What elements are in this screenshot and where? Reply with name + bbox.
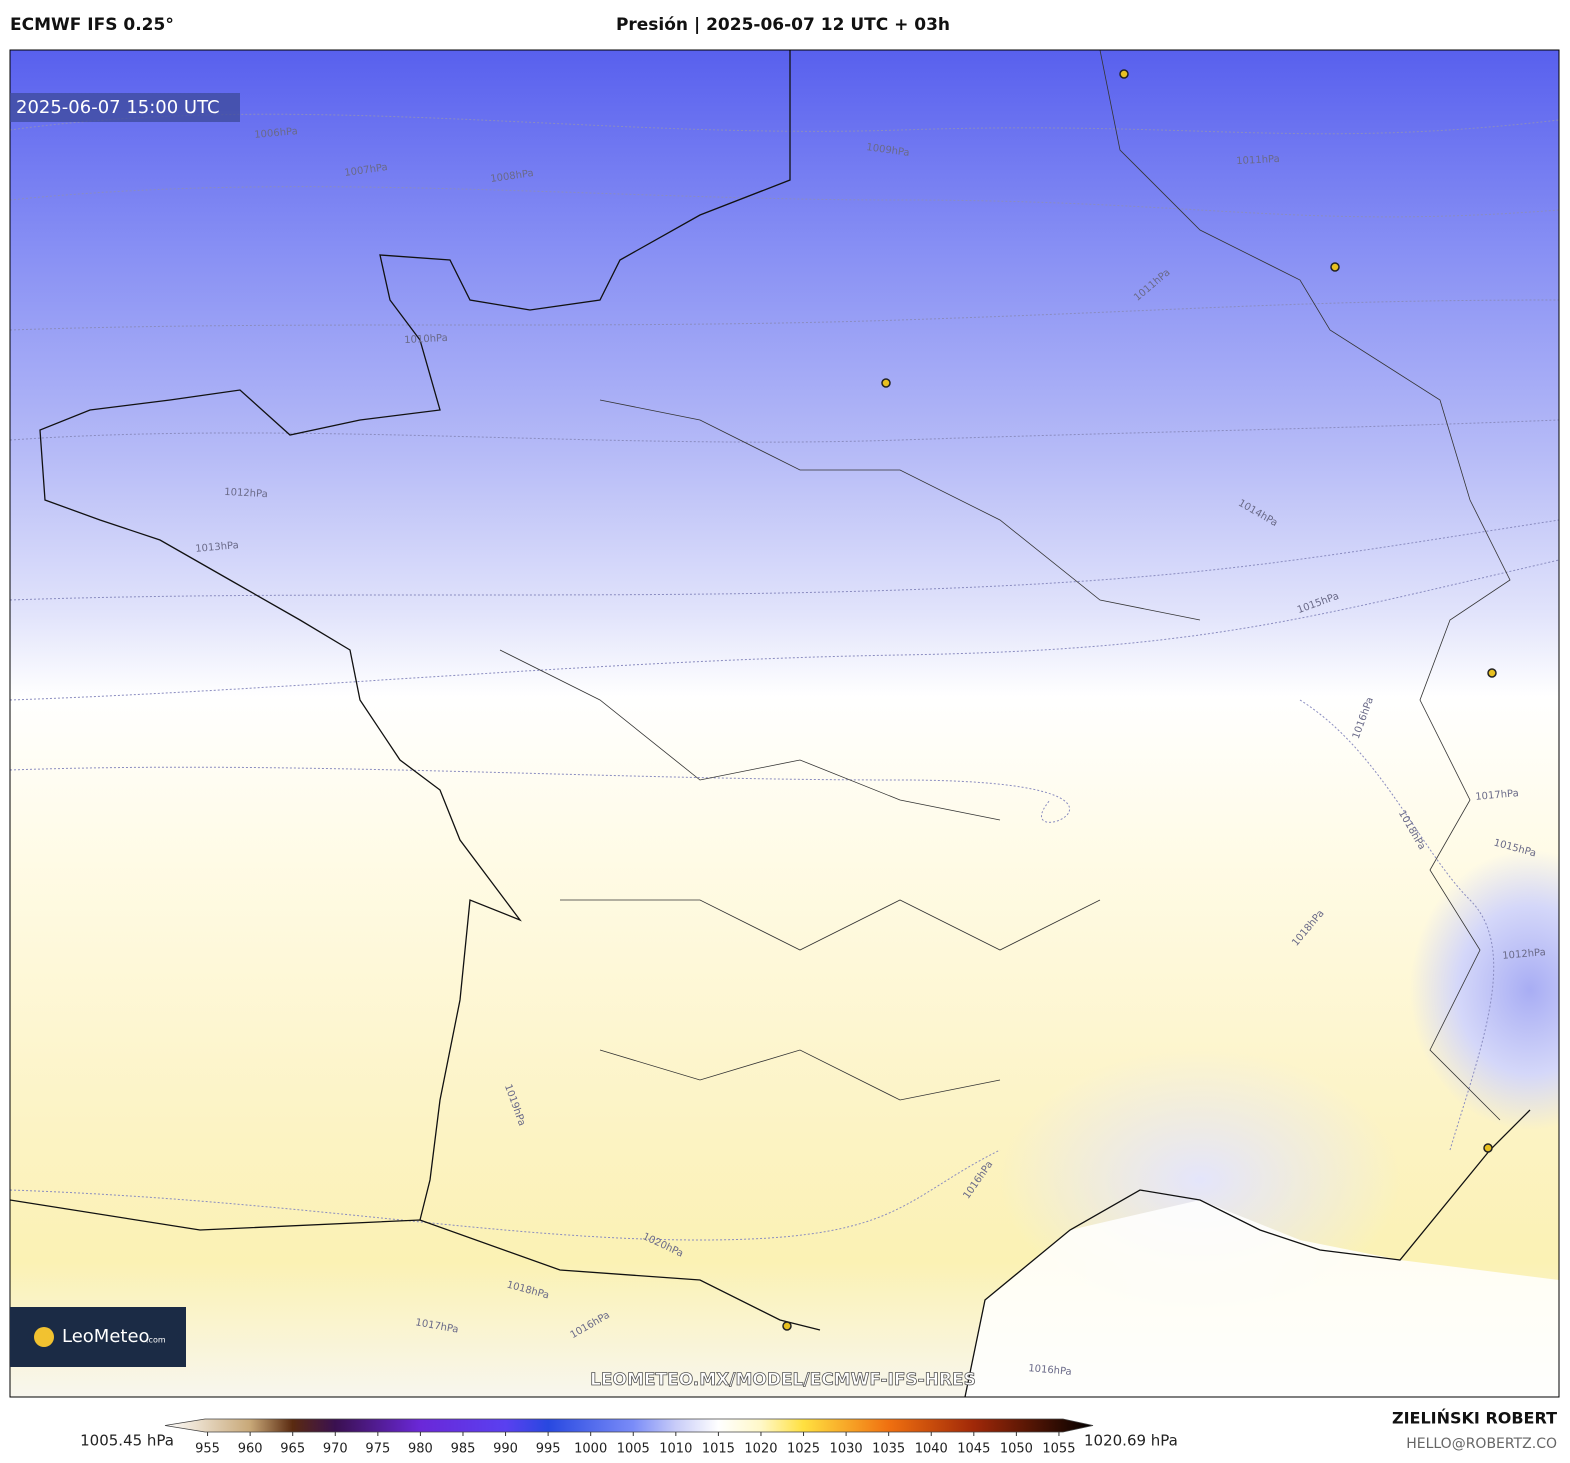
time-box xyxy=(10,93,240,122)
colorbar-tick-label: 1010 xyxy=(659,1442,692,1457)
colorbar-tick-label: 1030 xyxy=(830,1442,863,1457)
isobar-label: 1012hPa xyxy=(224,487,268,500)
logo-suffix: .com xyxy=(146,1336,166,1345)
colorbar-tick-label: 1020 xyxy=(744,1442,777,1457)
isobar-label: 1016hPa xyxy=(1028,1363,1072,1378)
colorbar-tick-label: 970 xyxy=(323,1442,348,1457)
sea xyxy=(965,1200,1559,1397)
map-title: Presión | 2025-06-07 12 UTC + 03h xyxy=(616,15,950,35)
map-frame xyxy=(9,49,1560,1398)
colorbar-tick-label: 960 xyxy=(238,1442,263,1457)
email: HELLO@ROBERTZ.CO xyxy=(1406,1436,1557,1452)
colorbar-tick-label: 975 xyxy=(365,1442,390,1457)
colorbar-tick-label: 1050 xyxy=(1000,1442,1033,1457)
borders xyxy=(499,50,1511,1121)
colorbar-tick-label: 980 xyxy=(408,1442,433,1457)
isobar-label: 1011hPa xyxy=(1236,154,1280,167)
isobar-label: 1017hPa xyxy=(1475,788,1519,803)
cities xyxy=(782,69,1497,1331)
author: ZIELIŃSKI ROBERT xyxy=(1392,1409,1557,1428)
min-label: 1005.45 hPa xyxy=(80,1432,174,1450)
colorbar-tick-label: 955 xyxy=(195,1442,220,1457)
colorbar-tick-label: 1005 xyxy=(617,1442,650,1457)
isobar-label: 1013hPa xyxy=(195,540,239,555)
model-name: ECMWF IFS 0.25° xyxy=(10,15,174,35)
watermark: LEOMETEO.MX/MODEL/ECMWF-IFS-HRES xyxy=(590,1370,976,1390)
max-label: 1020.69 hPa xyxy=(1084,1432,1178,1450)
colorbar: 955 960 965 970 975 980 985 990 995 1000 1005 1010 1… xyxy=(164,1418,1094,1457)
colorbar-tick-label: 995 xyxy=(536,1442,561,1457)
colorbar-tick-label: 985 xyxy=(451,1442,476,1457)
isobars xyxy=(10,113,1559,1241)
logo-sun xyxy=(34,1327,54,1347)
colorbar-tick-label: 965 xyxy=(280,1442,305,1457)
colorbar-tick-label: 1025 xyxy=(787,1442,820,1457)
valid-time: 2025-06-07 15:00 UTC xyxy=(16,97,220,118)
coastline xyxy=(10,50,1531,1397)
colorbar-bar xyxy=(164,1418,1094,1433)
isobar-label: 1006hPa xyxy=(254,126,298,141)
isobar-label: 1010hPa xyxy=(404,333,448,346)
colorbar-tick-label: 1000 xyxy=(574,1442,607,1457)
isobar-label: 1012hPa xyxy=(1502,947,1546,962)
low-area xyxy=(1410,850,1559,1130)
colorbar-tick-label: 1040 xyxy=(915,1442,948,1457)
logo-name: LeoMeteo xyxy=(62,1326,150,1347)
colorbar-tick-label: 990 xyxy=(493,1442,518,1457)
colorbar-tick-label: 1035 xyxy=(872,1442,905,1457)
colorbar-tick-label: 1045 xyxy=(957,1442,990,1457)
colorbar-tick-label: 1055 xyxy=(1042,1442,1075,1457)
colorbar-tick-label: 1015 xyxy=(702,1442,735,1457)
